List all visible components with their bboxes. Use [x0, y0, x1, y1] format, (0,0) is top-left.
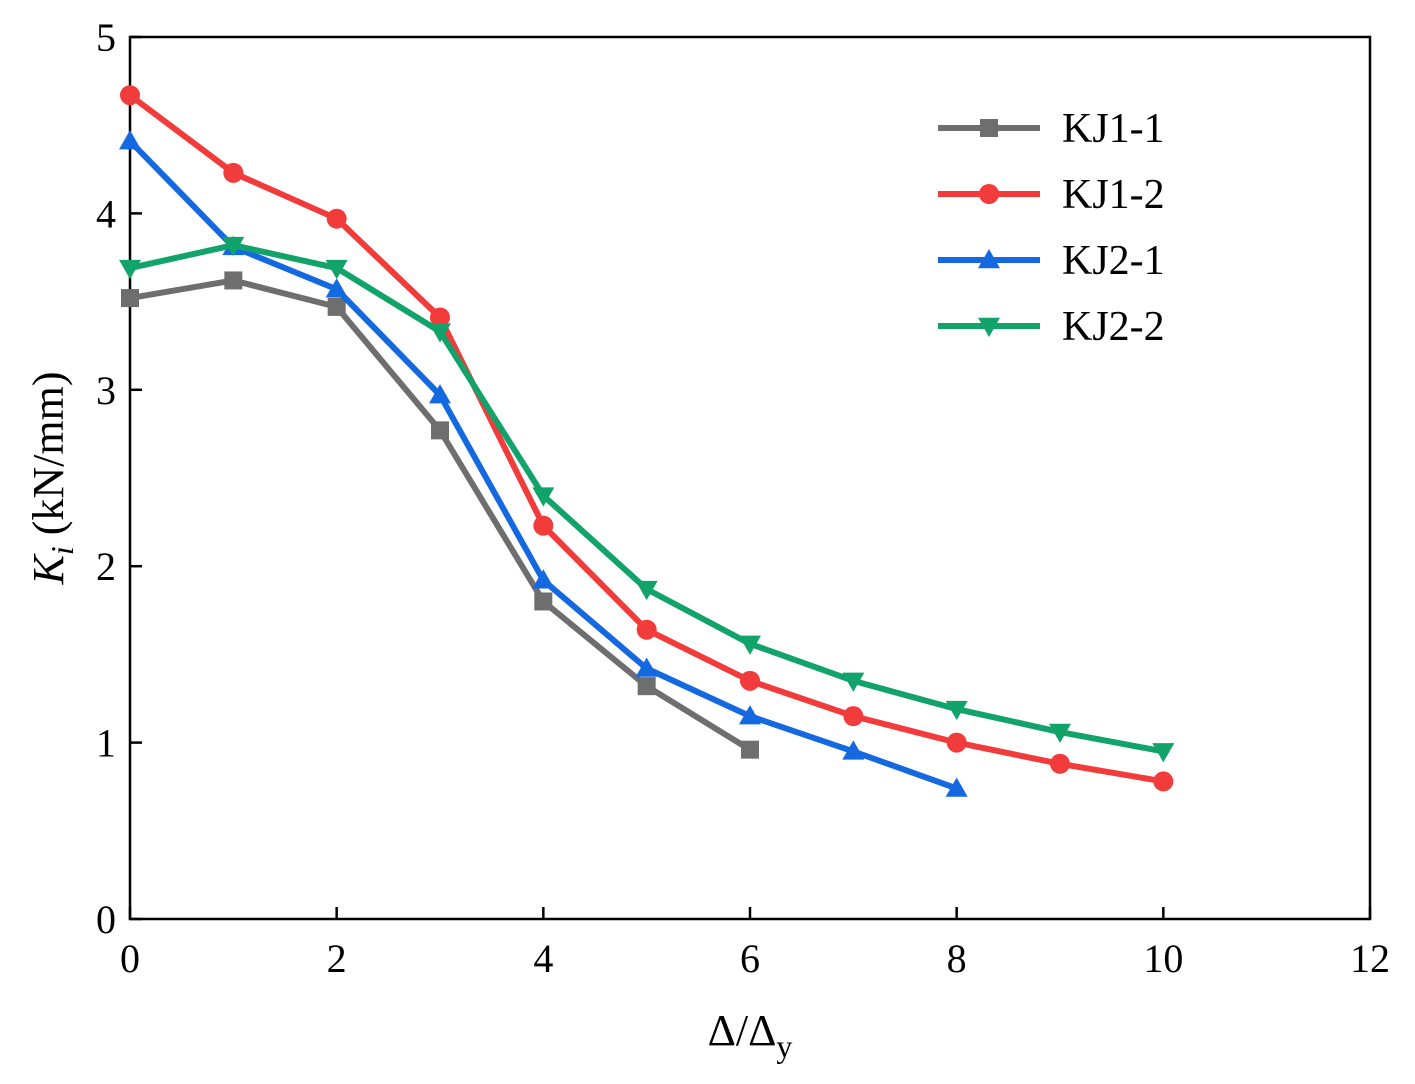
- legend-label: KJ1-2: [1062, 172, 1165, 218]
- series-layer: [119, 85, 1175, 797]
- legend-item-kj2-1: KJ2-1: [938, 238, 1165, 284]
- y-axis-label: Ki (kN/mm): [24, 371, 80, 585]
- x-tick-label: 8: [947, 936, 967, 981]
- data-point: [119, 259, 141, 280]
- data-point: [740, 670, 760, 691]
- y-tick-label: 5: [96, 15, 116, 60]
- data-point: [843, 706, 864, 727]
- data-point: [325, 278, 348, 298]
- data-point: [533, 515, 554, 536]
- series-line: [127, 138, 960, 792]
- data-point: [222, 236, 245, 257]
- data-point: [946, 732, 967, 753]
- legend-label: KJ2-2: [1062, 304, 1165, 350]
- y-tick-label: 4: [96, 191, 116, 236]
- data-point: [431, 421, 449, 440]
- data-point: [945, 700, 968, 721]
- data-point: [532, 569, 555, 589]
- data-point: [1049, 723, 1071, 744]
- data-point: [534, 592, 553, 611]
- data-point: [429, 384, 451, 404]
- x-axis-label-main: Δ/Δ: [708, 1006, 777, 1055]
- data-point: [326, 208, 347, 229]
- data-point: [741, 740, 759, 759]
- series-kj1-1: [121, 271, 759, 759]
- series-kj1-2: [120, 85, 1174, 792]
- data-point: [739, 635, 761, 655]
- legend-label: KJ2-1: [1062, 238, 1165, 284]
- data-point: [223, 162, 244, 183]
- legend-marker: [978, 249, 1000, 269]
- data-point: [636, 619, 657, 640]
- data-point: [1153, 771, 1174, 792]
- y-axis-label-unit: (kN/mm): [24, 371, 73, 546]
- data-point: [635, 657, 658, 677]
- data-point: [945, 777, 968, 797]
- y-tick-label: 1: [96, 721, 116, 766]
- data-point: [532, 487, 555, 507]
- plot-area: [128, 35, 1372, 921]
- x-tick-label: 2: [327, 936, 347, 981]
- data-point: [120, 85, 140, 106]
- data-point: [842, 672, 865, 692]
- legend-marker: [978, 317, 1000, 337]
- data-point: [224, 271, 243, 290]
- y-tick-label: 3: [96, 368, 116, 413]
- series-kj2-2: [119, 236, 1175, 763]
- data-point: [430, 307, 450, 328]
- y-tick-label: 0: [96, 897, 116, 942]
- data-point: [1050, 753, 1070, 774]
- x-axis-label: Δ/Δy: [708, 1006, 793, 1064]
- legend-marker: [979, 184, 999, 204]
- y-tick-label: 2: [96, 544, 116, 589]
- y-axis-label-sub: i: [44, 546, 80, 555]
- legend: KJ1-1 KJ1-2 KJ2-1 KJ2-2: [938, 106, 1165, 350]
- data-point: [429, 323, 451, 343]
- x-tick-label: 6: [740, 936, 760, 981]
- data-point: [325, 259, 348, 280]
- x-tick-label: 0: [120, 936, 140, 981]
- data-point: [121, 289, 139, 308]
- legend-item-kj2-2: KJ2-2: [938, 304, 1165, 350]
- data-point: [637, 677, 656, 696]
- series-line: [127, 277, 753, 753]
- x-axis-label-sub: y: [776, 1028, 792, 1064]
- legend-marker: [980, 119, 998, 137]
- data-point: [1152, 743, 1175, 763]
- legend-item-kj1-2: KJ1-2: [938, 172, 1165, 218]
- x-axis: 0 2 4 6 8 10 12: [120, 907, 1390, 981]
- plot-frame: [128, 35, 1372, 921]
- data-point: [739, 705, 761, 725]
- y-axis-label-main: K: [24, 553, 73, 586]
- data-point: [842, 740, 865, 760]
- legend-label: KJ1-1: [1062, 106, 1165, 152]
- x-tick-label: 4: [533, 936, 553, 981]
- x-tick-label: 10: [1143, 936, 1183, 981]
- series-kj2-1: [119, 130, 968, 797]
- data-point: [635, 580, 658, 601]
- legend-item-kj1-1: KJ1-1: [938, 106, 1165, 152]
- x-tick-label: 12: [1350, 936, 1390, 981]
- data-point: [327, 297, 346, 316]
- y-axis: 0 1 2 3 4 5: [96, 15, 142, 942]
- data-point: [119, 130, 141, 150]
